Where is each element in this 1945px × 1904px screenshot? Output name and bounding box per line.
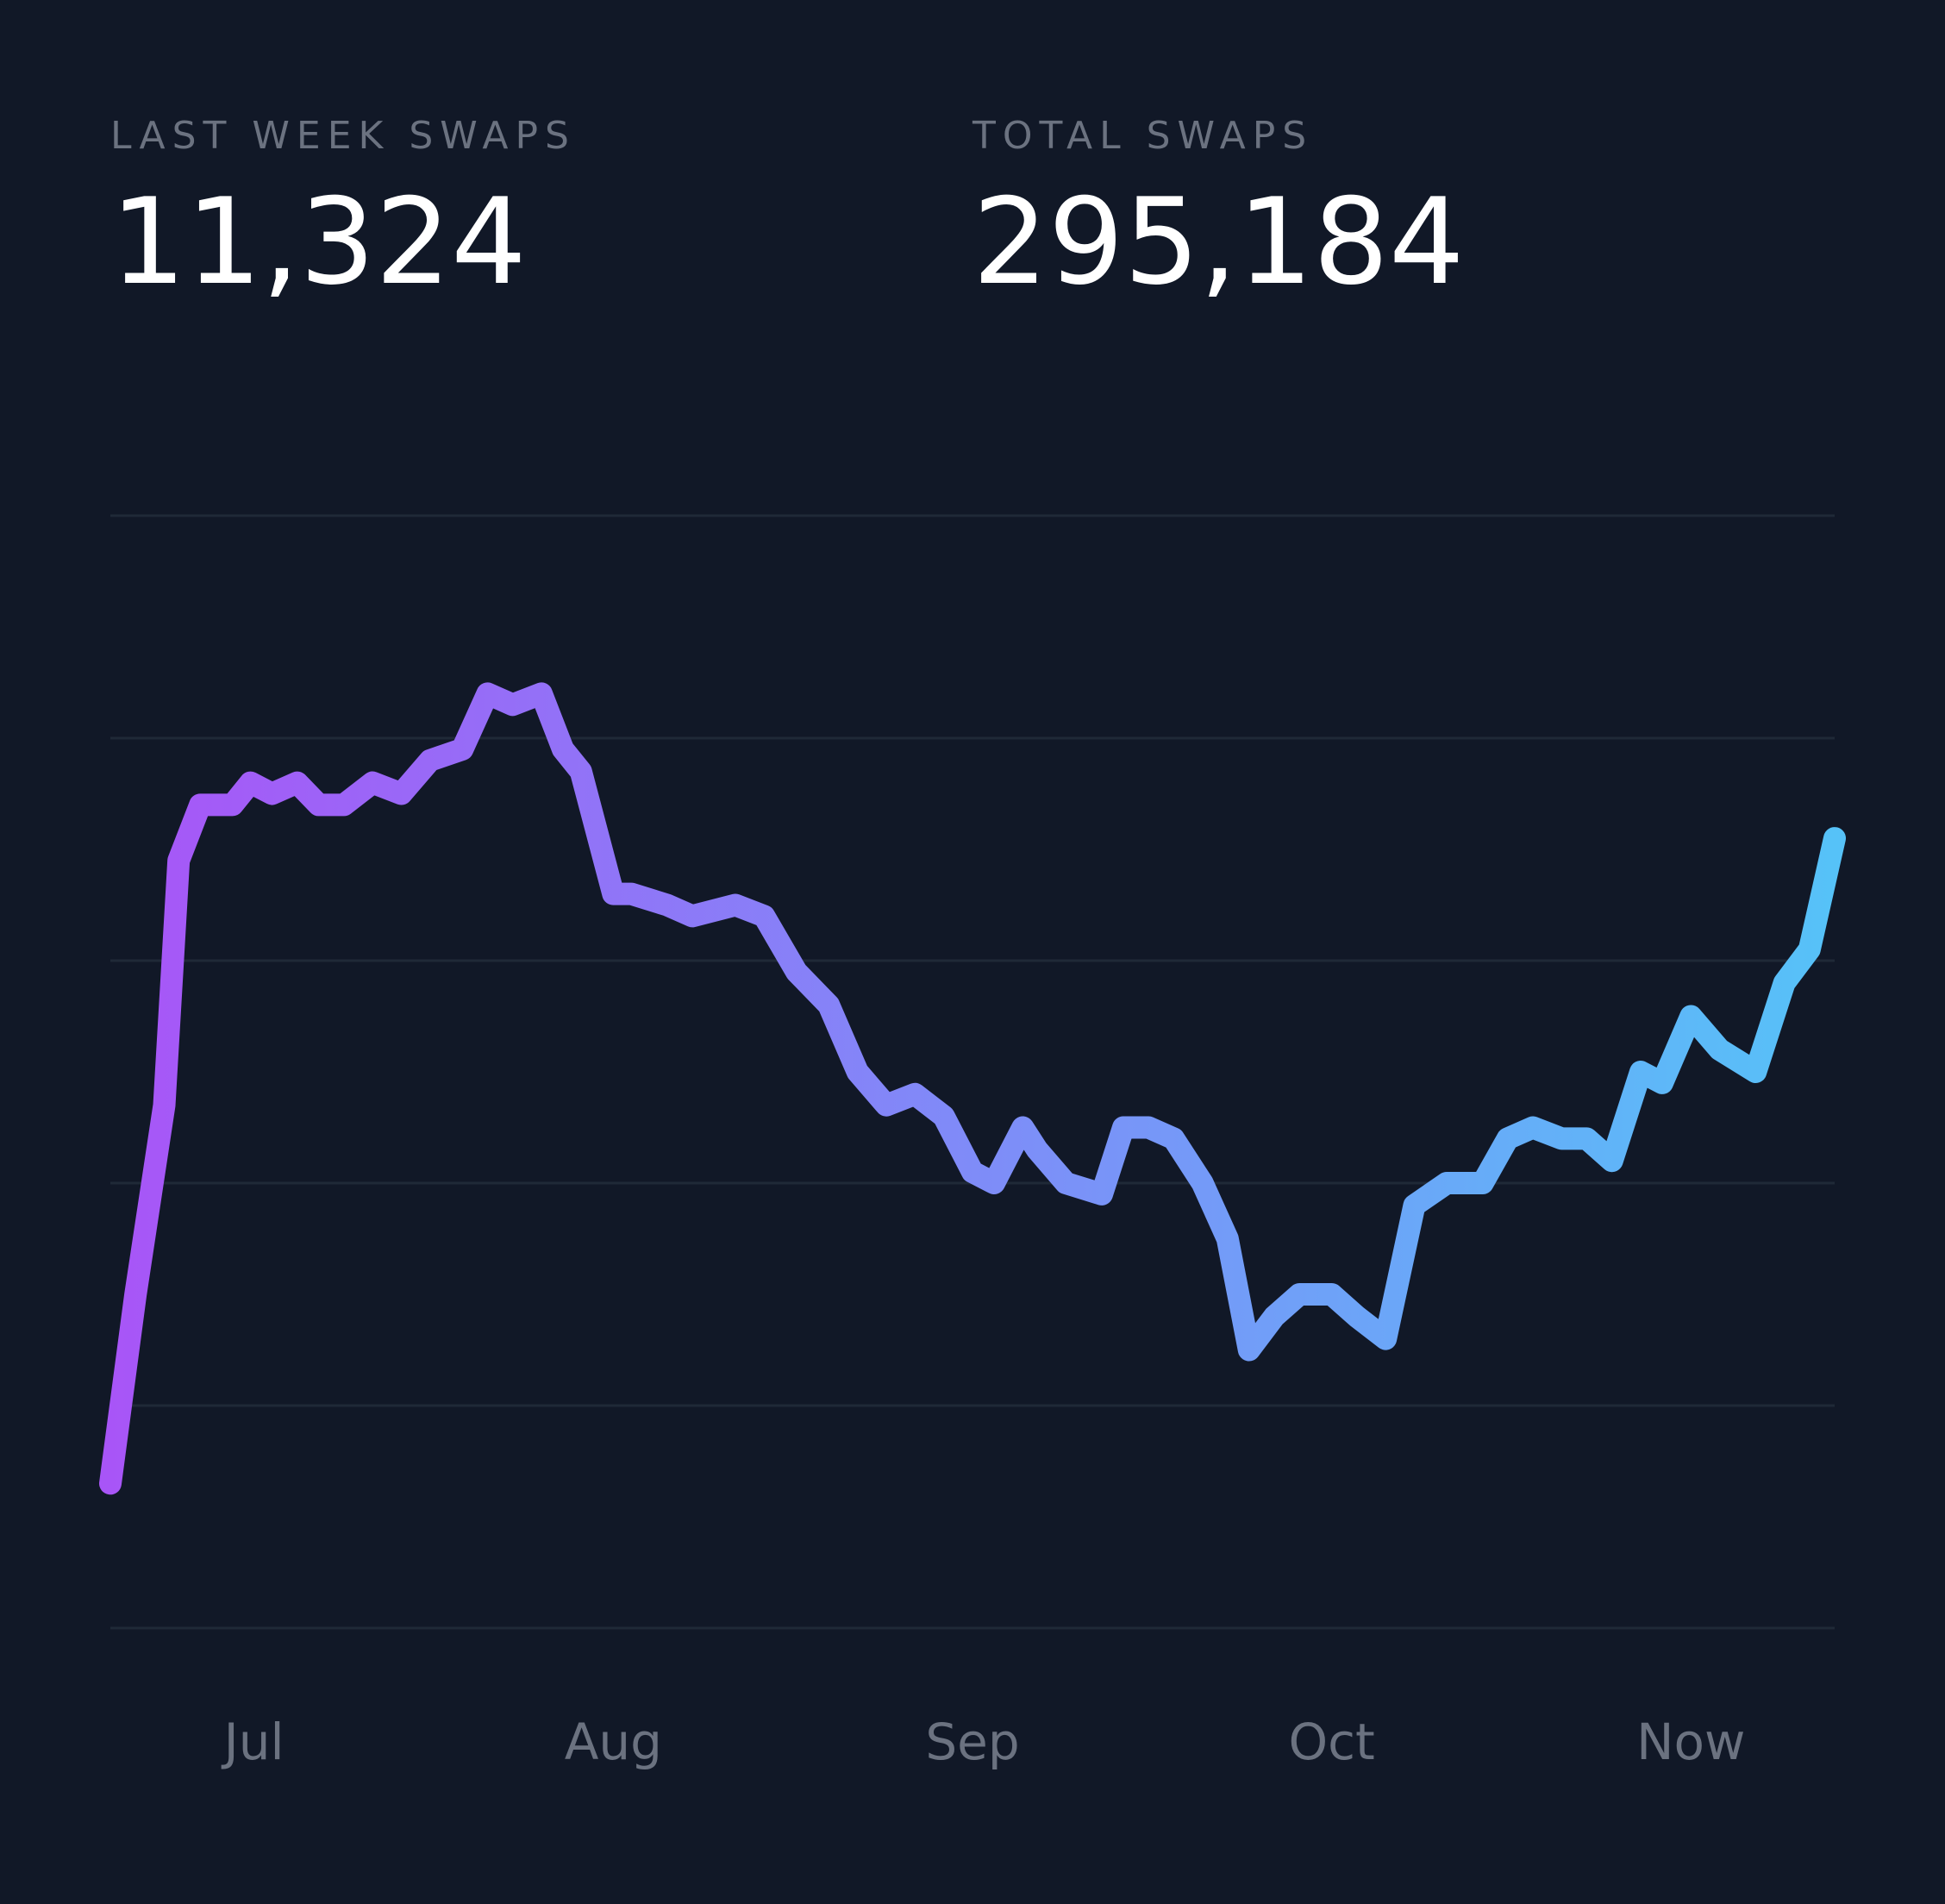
series-layer xyxy=(99,682,1846,1495)
total-swaps-value: 295,184 xyxy=(972,172,1465,311)
last-week-swaps-stat: LAST WEEK SWAPS 11,324 xyxy=(110,110,576,307)
total-swaps-label: TOTAL SWAPS xyxy=(972,114,1314,158)
x-tick-label: Oct xyxy=(1289,1713,1375,1771)
x-tick-label: Sep xyxy=(925,1713,1019,1771)
last-week-swaps-value: 11,324 xyxy=(110,172,527,311)
grid-lines xyxy=(110,514,1835,1630)
x-tick-label: Aug xyxy=(565,1713,662,1771)
series-line xyxy=(99,682,1846,1495)
x-tick-label: Now xyxy=(1636,1713,1745,1771)
x-axis-ticks: Jul Aug Sep Oct Now xyxy=(222,1713,1746,1771)
last-week-swaps-label: LAST WEEK SWAPS xyxy=(110,114,576,158)
total-swaps-stat: TOTAL SWAPS 295,184 xyxy=(972,110,1465,307)
x-tick-label: Jul xyxy=(222,1713,285,1771)
